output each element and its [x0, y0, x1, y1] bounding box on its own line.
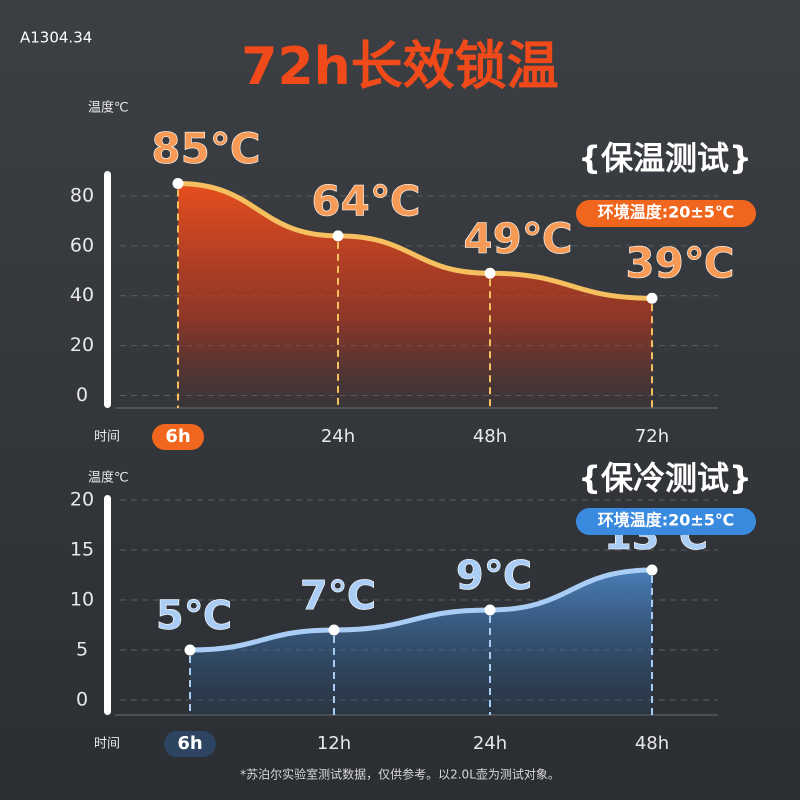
- y-tick-label: 15: [70, 539, 94, 561]
- highlight-pill: [152, 424, 204, 450]
- point: [328, 624, 340, 636]
- x-tick-label: 48h: [635, 733, 669, 754]
- y-tick-label: 60: [70, 234, 94, 256]
- y-tick-label: 40: [70, 284, 94, 306]
- x-tick-label: 48h: [473, 426, 507, 447]
- x-axis-label: 时间: [94, 737, 120, 752]
- line: [187, 567, 655, 653]
- value-label: 49℃: [463, 214, 572, 263]
- y-axis: [104, 495, 111, 715]
- x-tick-label: 6h: [165, 426, 190, 447]
- y-tick-label: 10: [70, 589, 94, 611]
- point: [484, 604, 496, 616]
- area: [178, 183, 652, 408]
- badge: [576, 508, 756, 535]
- point: [484, 267, 496, 279]
- y-tick-label: 20: [70, 334, 94, 356]
- y-tick-label: 5: [76, 639, 88, 661]
- y-axis-label: 温度℃: [88, 470, 129, 486]
- x-tick-label: 6h: [177, 733, 202, 754]
- y-tick-label: 20: [70, 489, 94, 511]
- page-title: 72h长效锁温: [241, 37, 558, 97]
- value-label: 5℃: [156, 593, 232, 639]
- y-axis-label: 温度℃: [88, 100, 129, 116]
- point: [646, 564, 658, 576]
- chart-title: {保温测试}: [578, 139, 752, 177]
- x-tick-label: 24h: [321, 426, 355, 447]
- value-label: 64℃: [311, 176, 420, 225]
- value-label: 39℃: [625, 239, 734, 288]
- value-label: 9℃: [456, 553, 532, 599]
- point: [646, 292, 658, 304]
- chart-subtitle: 环境温度:20±5℃: [598, 511, 735, 530]
- value-label: 7℃: [300, 573, 376, 619]
- y-tick-label: 0: [76, 384, 88, 406]
- point: [172, 177, 184, 189]
- chart-subtitle: 环境温度:20±5℃: [598, 203, 735, 222]
- badge: [576, 200, 756, 227]
- watermark: A1304.34: [20, 29, 92, 47]
- x-axis-label: 时间: [94, 430, 120, 445]
- highlight-pill: [164, 731, 216, 757]
- point: [184, 644, 196, 656]
- y-tick-label: 80: [70, 184, 94, 206]
- x-tick-label: 72h: [635, 426, 669, 447]
- y-axis: [104, 171, 111, 408]
- x-tick-label: 24h: [473, 733, 507, 754]
- line: [175, 180, 655, 301]
- footnote: *苏泊尔实验室测试数据，仅供参考。以2.0L壶为测试对象。: [240, 767, 560, 782]
- chart-title: {保冷测试}: [578, 459, 752, 497]
- point: [332, 230, 344, 242]
- x-tick-label: 12h: [317, 733, 351, 754]
- value-label: 85℃: [151, 124, 260, 173]
- y-tick-label: 0: [76, 689, 88, 711]
